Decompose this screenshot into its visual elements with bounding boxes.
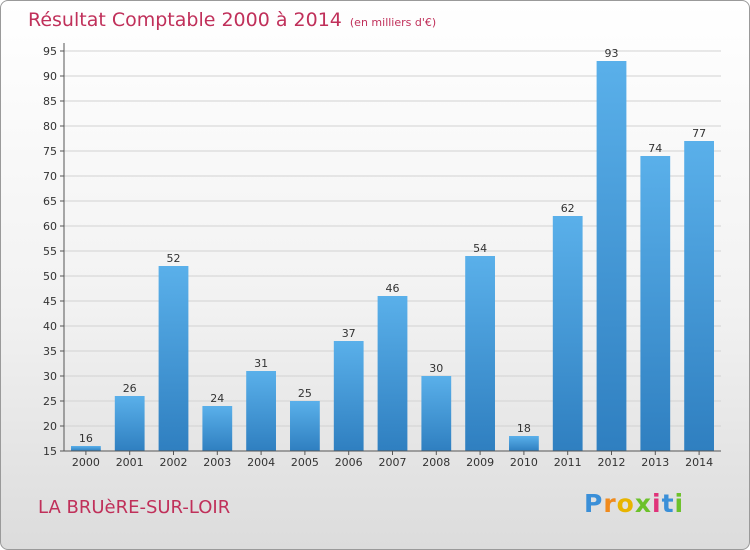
logo-letter: i bbox=[674, 489, 685, 518]
chart-title: Résultat Comptable 2000 à 2014 (en millie… bbox=[28, 9, 436, 31]
bar-2004 bbox=[246, 371, 276, 451]
y-tick-label: 70 bbox=[43, 170, 57, 183]
x-tick-label-2010: 2010 bbox=[510, 456, 538, 469]
y-tick-label: 80 bbox=[43, 120, 57, 133]
bar-2013 bbox=[640, 156, 671, 451]
bar-2001 bbox=[114, 396, 145, 451]
y-tick-label: 35 bbox=[43, 345, 57, 358]
y-tick-label: 60 bbox=[43, 220, 57, 233]
logo-letter: t bbox=[661, 489, 675, 518]
bar-2010 bbox=[509, 436, 539, 451]
bars: 16 26 52 24 31 25 37 46 30 54 18 62 93 74 77 bbox=[71, 47, 714, 451]
value-label-2010: 18 bbox=[517, 422, 531, 435]
x-tick-label-2001: 2001 bbox=[116, 456, 144, 469]
value-label-2012: 93 bbox=[605, 47, 619, 60]
value-label-2004: 31 bbox=[254, 357, 268, 370]
x-tick-label-2005: 2005 bbox=[291, 456, 319, 469]
x-tick-label-2003: 2003 bbox=[203, 456, 231, 469]
x-tick-label-2013: 2013 bbox=[641, 456, 669, 469]
value-label-2005: 25 bbox=[298, 387, 312, 400]
bar-2002 bbox=[158, 266, 189, 451]
y-tick-label: 25 bbox=[43, 395, 57, 408]
y-tick-label: 90 bbox=[43, 70, 57, 83]
logo-letter: r bbox=[603, 489, 617, 518]
bar-2008 bbox=[421, 376, 452, 451]
bar-2000 bbox=[71, 446, 101, 451]
axes: 15 20 25 30 35 40 45 50 55 60 65 70 75 80 85 90 95 2000 20… bbox=[43, 43, 721, 469]
value-label-2000: 16 bbox=[79, 432, 93, 445]
value-label-2008: 30 bbox=[429, 362, 443, 375]
x-tick-label-2004: 2004 bbox=[247, 456, 275, 469]
x-tick-label-2009: 2009 bbox=[466, 456, 494, 469]
x-tick-label-2000: 2000 bbox=[72, 456, 100, 469]
bar-2003 bbox=[202, 406, 233, 451]
x-tick-label-2012: 2012 bbox=[598, 456, 626, 469]
y-tick-label: 75 bbox=[43, 145, 57, 158]
bar-2009 bbox=[465, 256, 495, 451]
x-tick-label-2014: 2014 bbox=[685, 456, 713, 469]
bar-2005 bbox=[290, 401, 320, 451]
chart-title-text: Résultat Comptable 2000 à 2014 bbox=[28, 9, 342, 31]
proxiti-logo: Proxiti bbox=[584, 489, 684, 518]
value-label-2007: 46 bbox=[386, 282, 400, 295]
y-tick-label: 45 bbox=[43, 295, 57, 308]
y-tick-label: 30 bbox=[43, 370, 57, 383]
value-label-2014: 77 bbox=[692, 127, 706, 140]
logo-letter: o bbox=[616, 489, 635, 518]
value-label-2011: 62 bbox=[561, 202, 575, 215]
chart-unit-note: (en milliers d'€) bbox=[349, 16, 437, 29]
logo-letter: P bbox=[584, 489, 604, 518]
logo-letter: x bbox=[634, 489, 652, 518]
value-label-2006: 37 bbox=[342, 327, 356, 340]
value-label-2013: 74 bbox=[648, 142, 662, 155]
value-label-2009: 54 bbox=[473, 242, 487, 255]
y-tick-label: 65 bbox=[43, 195, 57, 208]
y-tick-label: 50 bbox=[43, 270, 57, 283]
bar-2011 bbox=[552, 216, 583, 451]
bar-2006 bbox=[333, 341, 364, 451]
y-tick-label: 15 bbox=[43, 445, 57, 458]
y-tick-label: 85 bbox=[43, 95, 57, 108]
bar-2014 bbox=[684, 141, 714, 451]
x-tick-label-2002: 2002 bbox=[160, 456, 188, 469]
value-label-2003: 24 bbox=[210, 392, 224, 405]
value-label-2001: 26 bbox=[123, 382, 137, 395]
y-tick-label: 40 bbox=[43, 320, 57, 333]
y-tick-label: 20 bbox=[43, 420, 57, 433]
x-tick-label-2011: 2011 bbox=[554, 456, 582, 469]
x-tick-label-2008: 2008 bbox=[422, 456, 450, 469]
place-name: LA BRUèRE-SUR-LOIR bbox=[38, 497, 231, 518]
bar-2007 bbox=[377, 296, 408, 451]
bar-2012 bbox=[596, 61, 627, 451]
y-tick-label: 55 bbox=[43, 245, 57, 258]
value-label-2002: 52 bbox=[167, 252, 181, 265]
logo-letter: i bbox=[652, 489, 662, 518]
x-tick-label-2006: 2006 bbox=[335, 456, 363, 469]
y-tick-label: 95 bbox=[43, 45, 57, 58]
x-tick-label-2007: 2007 bbox=[379, 456, 407, 469]
